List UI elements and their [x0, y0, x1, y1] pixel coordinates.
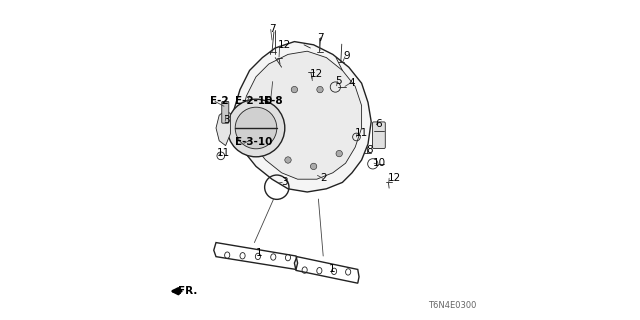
Circle shape [336, 150, 342, 157]
Polygon shape [230, 42, 371, 192]
Text: 12: 12 [278, 40, 291, 51]
Circle shape [291, 86, 298, 93]
Text: 9: 9 [343, 51, 349, 61]
Text: E-2-10: E-2-10 [236, 96, 273, 106]
Text: 11: 11 [355, 128, 369, 138]
Circle shape [310, 163, 317, 170]
Text: 11: 11 [217, 148, 230, 158]
Text: 1: 1 [329, 264, 335, 275]
Text: E-2: E-2 [210, 96, 228, 106]
Circle shape [285, 157, 291, 163]
Text: 6: 6 [375, 119, 381, 129]
Circle shape [236, 107, 277, 149]
Text: 12: 12 [310, 69, 323, 79]
Circle shape [317, 86, 323, 93]
Text: 4: 4 [348, 77, 355, 88]
Text: 3: 3 [281, 177, 287, 187]
Text: 8: 8 [366, 145, 373, 155]
Text: 1: 1 [255, 248, 262, 259]
Text: 7: 7 [269, 24, 275, 34]
Text: 3: 3 [223, 115, 230, 125]
FancyBboxPatch shape [222, 101, 229, 123]
Text: 5: 5 [335, 76, 342, 86]
Polygon shape [216, 110, 230, 146]
Text: 7: 7 [317, 33, 324, 43]
Circle shape [227, 99, 285, 157]
FancyBboxPatch shape [372, 122, 385, 148]
Text: 2: 2 [321, 172, 327, 183]
Text: FR.: FR. [178, 286, 197, 296]
Text: 12: 12 [388, 172, 401, 183]
Text: T6N4E0300: T6N4E0300 [428, 301, 476, 310]
Text: E-3-10: E-3-10 [236, 137, 273, 148]
Text: 10: 10 [372, 157, 386, 168]
Text: E-8: E-8 [264, 96, 283, 106]
Polygon shape [240, 51, 362, 179]
